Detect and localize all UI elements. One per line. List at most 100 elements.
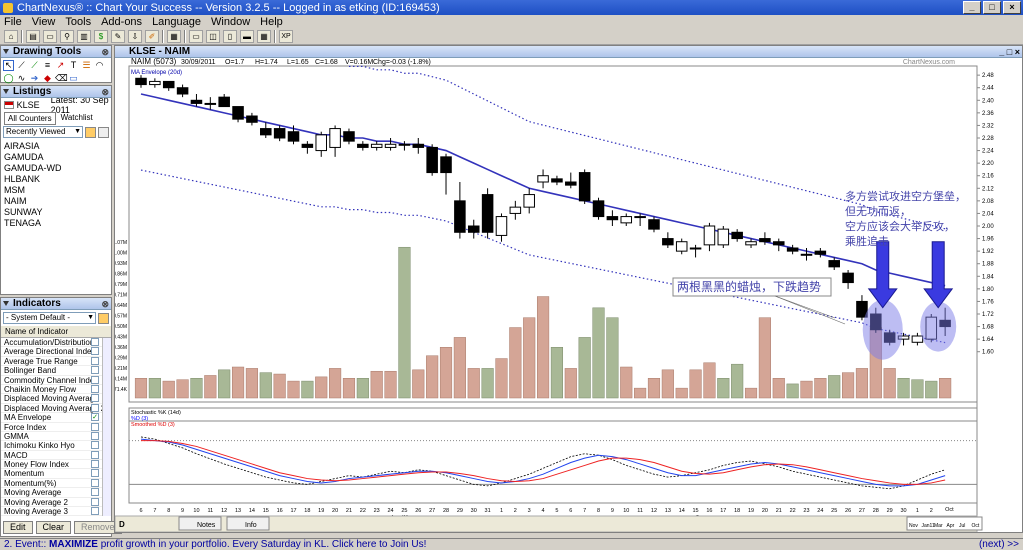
tab-all-counters[interactable]: All Counters bbox=[4, 112, 56, 125]
indicator-checkbox[interactable] bbox=[91, 422, 99, 431]
close-icon[interactable]: ⊗ bbox=[101, 47, 109, 57]
line-tool-icon[interactable]: ⟋ bbox=[18, 60, 25, 70]
indicator-checkbox[interactable] bbox=[91, 460, 99, 469]
indicator-checkbox[interactable] bbox=[91, 347, 99, 356]
indicator-row[interactable]: MA Envelope ✓ bbox=[1, 413, 111, 423]
indicator-checkbox[interactable] bbox=[91, 478, 99, 487]
indicator-row[interactable]: Moving Average bbox=[1, 488, 111, 498]
tools-icon[interactable]: ✎ bbox=[111, 30, 125, 43]
indicator-checkbox[interactable] bbox=[91, 488, 99, 497]
indicators-header[interactable]: Indicators ⊗ bbox=[1, 298, 111, 310]
indicator-row[interactable]: Average True Range bbox=[1, 356, 111, 367]
minimize-button[interactable]: _ bbox=[963, 1, 981, 14]
tab-watchlist[interactable]: Watchlist bbox=[60, 113, 93, 122]
clear-button[interactable]: Clear bbox=[35, 521, 72, 534]
indicator-checkbox[interactable] bbox=[91, 384, 99, 393]
collapse-icon[interactable] bbox=[3, 89, 9, 94]
edit-button[interactable]: Edit bbox=[3, 521, 33, 534]
collapse-icon[interactable] bbox=[3, 301, 9, 306]
indicator-checkbox[interactable] bbox=[91, 469, 99, 478]
indicator-checkbox[interactable] bbox=[91, 507, 99, 516]
indicator-row[interactable]: Ichimoku Kinko Hyo bbox=[1, 441, 111, 451]
menu-language[interactable]: Language bbox=[152, 16, 202, 28]
event-ticker[interactable]: 2. Event:: MAXIMIZE profit growth in you… bbox=[4, 539, 427, 550]
edit-list-icon[interactable] bbox=[85, 126, 96, 138]
print-icon[interactable]: ▤ bbox=[26, 30, 40, 43]
preview-icon[interactable]: ▭ bbox=[43, 30, 57, 43]
draw-icon[interactable]: ✐ bbox=[145, 30, 159, 43]
maximize-button[interactable]: □ bbox=[983, 1, 1001, 14]
arc-tool-icon[interactable]: ◠ bbox=[95, 60, 104, 70]
indicator-row[interactable]: Moving Average 3 bbox=[1, 507, 111, 516]
list-item[interactable]: TENAGA bbox=[4, 218, 42, 228]
list-item[interactable]: MSM bbox=[4, 185, 25, 195]
layout-split-icon[interactable]: ◫ bbox=[206, 30, 220, 43]
layout-grid-icon[interactable]: ▦ bbox=[257, 30, 271, 43]
recently-viewed-select[interactable]: Recently Viewed ▼ bbox=[3, 126, 83, 138]
indicator-row[interactable]: Money Flow Index bbox=[1, 460, 111, 470]
indicator-row[interactable]: GMMA bbox=[1, 431, 111, 442]
eraser-tool-icon[interactable]: ⌫ bbox=[55, 73, 68, 83]
indicator-row[interactable]: Momentum bbox=[1, 469, 111, 479]
text-tool-icon[interactable]: T bbox=[70, 60, 77, 70]
channel-tool-icon[interactable]: ≡ bbox=[44, 60, 51, 70]
status-bar[interactable]: 2. Event:: MAXIMIZE profit growth in you… bbox=[0, 538, 1023, 550]
close-button[interactable]: × bbox=[1003, 1, 1021, 14]
menu-window[interactable]: Window bbox=[211, 16, 251, 28]
exchange-label[interactable]: KLSE bbox=[16, 100, 40, 110]
layout-horizontal-icon[interactable]: ▬ bbox=[240, 30, 254, 43]
chart-icon[interactable]: ▥ bbox=[77, 30, 91, 43]
indicator-row[interactable]: Commodity Channel Index bbox=[1, 375, 111, 385]
select-tool-icon[interactable]: ↖ bbox=[3, 60, 14, 71]
indicator-row[interactable]: Average Directional Index bbox=[1, 347, 111, 357]
layout-single-icon[interactable]: ▭ bbox=[189, 30, 203, 43]
collapse-icon[interactable] bbox=[3, 49, 9, 54]
indicator-set-select[interactable]: - System Default - ▼ bbox=[3, 312, 96, 324]
ruler-tool-icon[interactable]: ▭ bbox=[69, 73, 78, 83]
indicator-row[interactable]: Momentum(%) bbox=[1, 478, 111, 489]
list-item[interactable]: NAIM bbox=[4, 196, 27, 206]
arrow-tool-icon[interactable]: ➔ bbox=[30, 73, 39, 83]
window-controls[interactable]: _ □ × bbox=[999, 47, 1020, 57]
close-icon[interactable]: ⊗ bbox=[101, 87, 109, 97]
menu-help[interactable]: Help bbox=[260, 16, 283, 28]
next-link[interactable]: (next) >> bbox=[978, 539, 1019, 550]
list-options-icon[interactable] bbox=[98, 126, 109, 138]
indicator-row[interactable]: Force Index bbox=[1, 422, 111, 432]
listings-header[interactable]: Listings ⊗ bbox=[1, 86, 111, 98]
xp-icon[interactable]: XP bbox=[279, 30, 293, 43]
list-item[interactable]: GAMUDA-WD bbox=[4, 163, 62, 173]
menu-addons[interactable]: Add-ons bbox=[101, 16, 143, 28]
close-icon[interactable]: ⊗ bbox=[101, 299, 109, 309]
layout-vertical-icon[interactable]: ▯ bbox=[223, 30, 237, 43]
ellipse-tool-icon[interactable]: ◯ bbox=[3, 73, 14, 83]
download-icon[interactable]: ⇩ bbox=[128, 30, 142, 43]
stock-chart[interactable]: NAIM (5073) 30/09/2011 O=1.7 H=1.74 L=1.65 C=… bbox=[115, 58, 1022, 532]
marker-tool-icon[interactable]: ◆ bbox=[44, 73, 51, 83]
indicator-checkbox[interactable] bbox=[91, 450, 99, 459]
menu-file[interactable]: File bbox=[4, 16, 22, 28]
home-icon[interactable]: ⌂ bbox=[4, 30, 18, 43]
list-item[interactable]: SUNWAY bbox=[4, 207, 43, 217]
chart-window-header[interactable]: KLSE - NAIM _ □ × bbox=[115, 46, 1022, 58]
indicator-row[interactable]: Chaikin Money Flow bbox=[1, 384, 111, 395]
list-item[interactable]: GAMUDA bbox=[4, 152, 44, 162]
dollar-icon[interactable]: $ bbox=[94, 30, 108, 43]
indicator-checkbox[interactable]: ✓ bbox=[91, 413, 99, 422]
indicator-row[interactable]: Moving Average 2 bbox=[1, 497, 111, 508]
indicator-checkbox[interactable] bbox=[91, 375, 99, 384]
fib-tool-icon[interactable]: ☰ bbox=[82, 60, 91, 70]
menu-tools[interactable]: Tools bbox=[65, 16, 92, 28]
indicator-checkbox[interactable] bbox=[91, 366, 99, 375]
indicator-row[interactable]: Displaced Moving Average 2 bbox=[1, 403, 111, 414]
list-item[interactable]: AIRASIA bbox=[4, 141, 40, 151]
indicator-checkbox[interactable] bbox=[91, 356, 99, 365]
drawing-tools-header[interactable]: Drawing Tools ⊗ bbox=[1, 46, 111, 58]
ray-tool-icon[interactable]: ⟋ bbox=[31, 60, 38, 70]
indicator-checkbox[interactable] bbox=[91, 338, 99, 346]
indicator-checkbox[interactable] bbox=[91, 403, 99, 412]
indicator-row[interactable]: Accumulation/Distribution bbox=[1, 338, 111, 348]
indicator-row[interactable]: MACD bbox=[1, 450, 111, 461]
indicator-checkbox[interactable] bbox=[91, 394, 99, 403]
indicator-checkbox[interactable] bbox=[91, 441, 99, 450]
